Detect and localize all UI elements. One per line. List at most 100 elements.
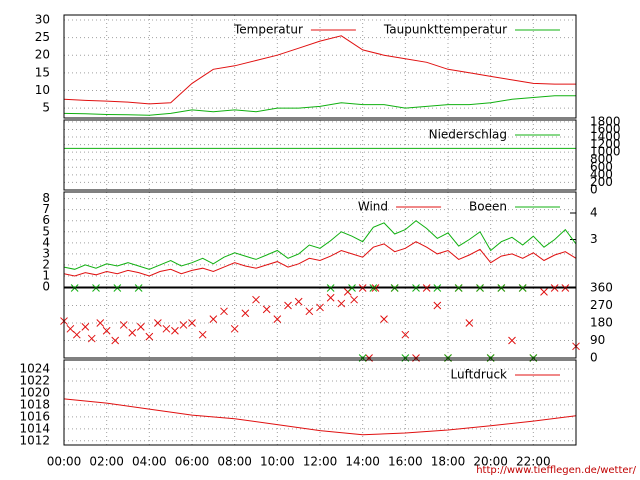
y-tick-label: 1016 [19, 409, 50, 423]
scatter-point [188, 319, 196, 327]
scatter-point [273, 315, 282, 323]
legend-label: Luftdruck [450, 368, 507, 382]
scatter-point [119, 321, 128, 329]
legend-label: Temperatur [233, 23, 303, 37]
y-tick-label: 1012 [19, 433, 50, 447]
y-tick-label: 1014 [19, 421, 50, 435]
scatter-point [66, 324, 75, 333]
series-line [63, 35, 576, 105]
scatter-point [284, 301, 292, 310]
scatter-point [540, 288, 548, 296]
legend-label: Boeen [469, 200, 507, 214]
series-line [63, 241, 577, 277]
y-tick-label: 3 [42, 246, 50, 260]
y2-tick-label: 180 [590, 316, 613, 330]
scatter-point [209, 315, 218, 323]
y-tick-label: 20 [35, 48, 50, 62]
y-tick-label: 8 [42, 191, 50, 205]
scatter-point [102, 326, 111, 335]
y2-tick-label: 1000 [590, 145, 621, 159]
y-tick-label: 1020 [19, 385, 50, 399]
scatter-point [145, 332, 154, 341]
footer-url: http://www.tiefflegen.de/wetter/ [476, 465, 636, 476]
x-tick-label: 22:00 [516, 455, 551, 469]
y2-tick-label: 270 [590, 298, 613, 312]
scatter-point [326, 293, 335, 302]
scatter-point [220, 307, 228, 316]
scatter-point [508, 336, 516, 345]
y2-tick-label: 4 [590, 205, 598, 219]
x-tick-label: 10:00 [260, 455, 295, 469]
y-tick-label: 1022 [19, 373, 50, 387]
series-line [63, 95, 576, 116]
scatter-point [179, 321, 188, 329]
panel-border [63, 119, 577, 191]
y2-tick-label: 0 [590, 351, 598, 365]
scatter-point [128, 328, 137, 337]
y-tick-label: 1 [42, 268, 50, 282]
panel-border [63, 14, 577, 119]
x-tick-label: 20:00 [473, 455, 508, 469]
scatter-point [401, 330, 410, 339]
legend-label: Niederschlag [429, 128, 507, 142]
scatter-point [162, 324, 171, 333]
scatter-point [262, 305, 271, 314]
x-tick-label: 16:00 [388, 455, 423, 469]
y-tick-label: 6 [42, 213, 50, 227]
y2-tick-label: 3 [590, 232, 598, 246]
y-tick-label: 30 [35, 12, 50, 26]
x-tick-label: 00:00 [47, 455, 82, 469]
scatter-point [81, 323, 90, 331]
scatter-point [96, 319, 105, 327]
scatter-point [305, 307, 314, 316]
x-tick-label: 02:00 [89, 455, 124, 469]
y2-tick-label: 1800 [590, 114, 621, 128]
y-tick-label: 0 [42, 280, 50, 294]
panel-border [63, 359, 577, 446]
y-tick-label: 1018 [19, 397, 50, 411]
scatter-point [350, 295, 358, 304]
x-tick-label: 08:00 [217, 455, 252, 469]
panel-border [63, 287, 577, 359]
scatter-point [337, 299, 346, 308]
legend-label: Taupunkttemperatur [383, 23, 507, 37]
y-tick-label: 4 [42, 235, 50, 249]
panel-border [63, 191, 577, 288]
x-tick-label: 18:00 [431, 455, 466, 469]
y-tick-label: 1024 [19, 361, 50, 375]
scatter-point [136, 323, 145, 331]
x-tick-label: 14:00 [345, 455, 380, 469]
y2-tick-label: 90 [590, 333, 605, 347]
y2-tick-label: 0 [590, 183, 598, 197]
scatter-point [241, 309, 250, 318]
y2-tick-label: 400 [590, 167, 613, 181]
scatter-point [380, 315, 388, 323]
x-tick-label: 06:00 [175, 455, 210, 469]
scatter-point [465, 319, 474, 327]
scatter-point [316, 303, 324, 312]
y2-tick-label: 200 [590, 175, 613, 189]
y-tick-label: 5 [42, 224, 50, 238]
x-tick-label: 12:00 [303, 455, 338, 469]
y-tick-label: 7 [42, 202, 50, 216]
y2-tick-label: 1400 [590, 130, 621, 144]
y-tick-label: 10 [35, 83, 50, 97]
y2-tick-label: 1200 [590, 137, 621, 151]
y2-tick-label: 800 [590, 152, 613, 166]
scatter-point [154, 319, 162, 327]
scatter-point [171, 326, 179, 335]
y2-tick-label: 600 [590, 160, 613, 174]
scatter-point [252, 295, 260, 304]
y-tick-label: 2 [42, 257, 50, 271]
y2-tick-label: 1600 [590, 122, 621, 136]
series-line [63, 398, 577, 436]
y-tick-label: 15 [35, 65, 50, 79]
y-tick-label: 5 [42, 101, 50, 115]
scatter-point [433, 301, 442, 310]
scatter-point [230, 324, 239, 333]
scatter-point [294, 297, 303, 306]
scatter-point [111, 336, 120, 345]
scatter-point [72, 330, 81, 339]
x-tick-label: 04:00 [132, 455, 167, 469]
